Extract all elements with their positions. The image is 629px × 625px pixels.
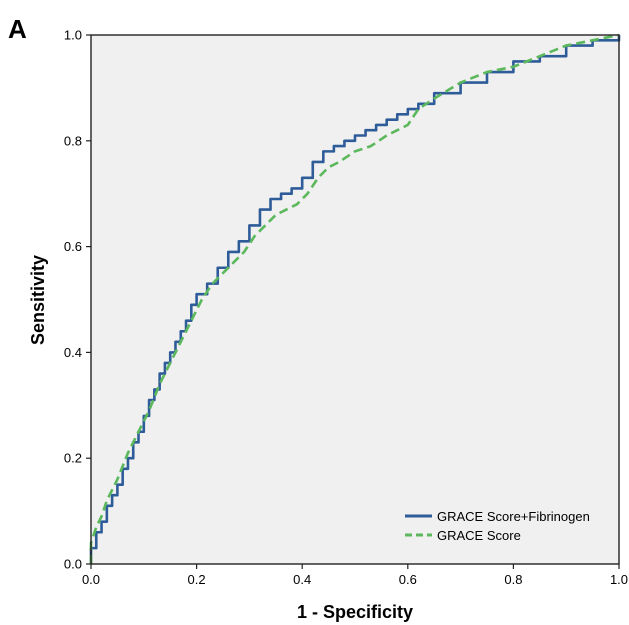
y-tick-label: 0.6 bbox=[64, 239, 82, 254]
x-tick-label: 0.8 bbox=[504, 572, 522, 587]
x-tick-label: 0.6 bbox=[399, 572, 417, 587]
y-axis: 0.0 0.2 0.4 0.6 0.8 1.0 bbox=[64, 28, 91, 572]
x-tick-label: 1.0 bbox=[610, 572, 628, 587]
y-tick-label: 0.0 bbox=[64, 557, 82, 572]
x-axis: 0.0 0.2 0.4 0.6 0.8 1.0 bbox=[82, 564, 628, 587]
panel-label: A bbox=[8, 14, 27, 44]
legend-label-0: GRACE Score+Fibrinogen bbox=[437, 509, 590, 524]
y-tick-label: 0.8 bbox=[64, 133, 82, 148]
plot-frame bbox=[90, 34, 620, 565]
x-axis-title: 1 - Specificity bbox=[297, 602, 413, 622]
series-line-0 bbox=[89, 35, 621, 564]
y-axis-title: Sensitivity bbox=[28, 255, 48, 345]
y-tick-label: 0.2 bbox=[64, 451, 82, 466]
series-layer bbox=[89, 33, 621, 564]
plot-area bbox=[91, 35, 619, 564]
y-tick-label: 0.4 bbox=[64, 345, 82, 360]
legend: GRACE Score+Fibrinogen GRACE Score bbox=[405, 509, 590, 543]
x-tick-label: 0.4 bbox=[293, 572, 311, 587]
x-tick-label: 0.2 bbox=[188, 572, 206, 587]
legend-label-1: GRACE Score bbox=[437, 528, 521, 543]
x-tick-label: 0.0 bbox=[82, 572, 100, 587]
series-line-1 bbox=[89, 33, 620, 564]
y-tick-label: 1.0 bbox=[64, 28, 82, 43]
